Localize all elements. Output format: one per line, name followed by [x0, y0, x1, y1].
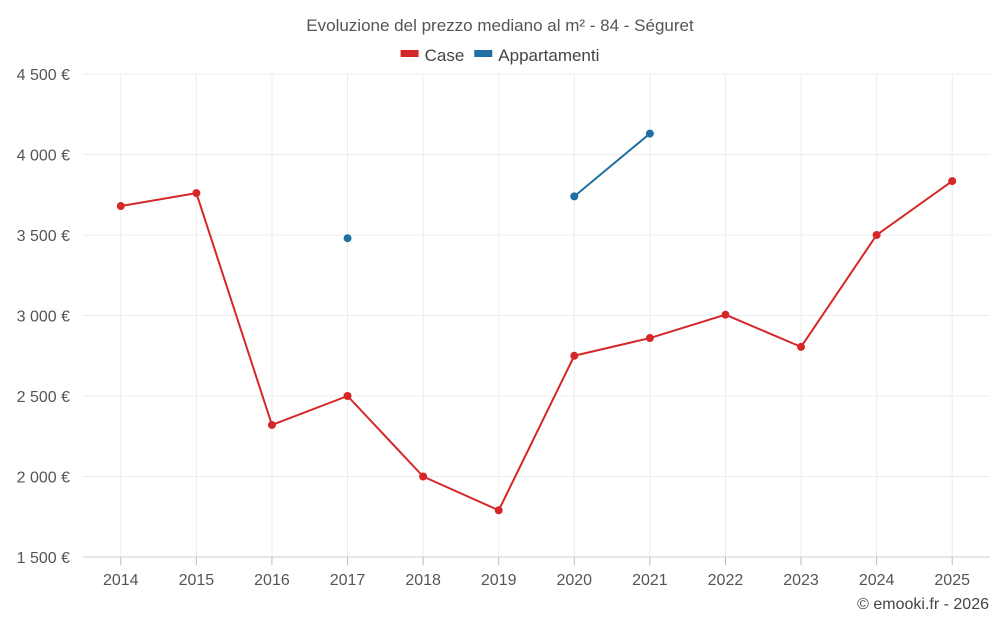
- x-tick-label: 2014: [103, 572, 139, 589]
- data-point-case[interactable]: [948, 177, 957, 186]
- data-point-case[interactable]: [116, 202, 125, 211]
- legend-swatch: [474, 50, 493, 57]
- legend-label: Case: [425, 46, 465, 65]
- data-point-case[interactable]: [872, 231, 881, 239]
- credit-text: © emooki.fr - 2026: [857, 596, 989, 613]
- x-tick-label: 2019: [481, 572, 517, 589]
- series-line-case: [120, 180, 953, 512]
- x-tick-label: 2023: [783, 572, 819, 589]
- x-tick-label: 2018: [405, 572, 441, 589]
- data-point-case[interactable]: [343, 392, 352, 400]
- data-point-case[interactable]: [192, 189, 201, 198]
- chart-title: Evoluzione del prezzo mediano al m² - 84…: [306, 16, 694, 35]
- y-tick-label: 4 000 €: [17, 148, 70, 165]
- x-tick-label: 2021: [632, 572, 668, 589]
- data-point-case[interactable]: [570, 351, 579, 360]
- y-tick-label: 3 000 €: [17, 309, 70, 326]
- y-tick-label: 4 500 €: [17, 67, 70, 84]
- grid: [83, 73, 990, 557]
- data-point-case[interactable]: [721, 310, 730, 319]
- data-point-case[interactable]: [419, 472, 428, 481]
- data-point-appartamenti[interactable]: [570, 192, 579, 201]
- series-case: [116, 177, 957, 515]
- x-tick-label: 2017: [330, 572, 366, 589]
- y-tick-label: 2 000 €: [17, 470, 70, 487]
- legend: Case Appartamenti: [400, 46, 599, 65]
- data-point-appartamenti[interactable]: [343, 234, 352, 243]
- series-line-appartamenti: [573, 132, 651, 198]
- y-tick-label: 3 500 €: [17, 228, 70, 245]
- data-point-case[interactable]: [494, 506, 503, 515]
- series-appartamenti: [343, 129, 654, 243]
- legend-item-case[interactable]: Case: [400, 46, 465, 65]
- data-point-case[interactable]: [267, 420, 276, 429]
- legend-swatch: [400, 50, 419, 57]
- legend-label: Appartamenti: [498, 46, 599, 65]
- y-tick-label: 1 500 €: [17, 550, 70, 567]
- x-tick-label: 2016: [254, 572, 290, 589]
- x-tick-label: 2022: [708, 572, 744, 589]
- data-point-case[interactable]: [797, 342, 806, 351]
- series-layer: [116, 129, 957, 515]
- axes: 1 500 € 2 000 € 2 500 € 3 000 € 3 500 € 4 000…: [17, 67, 990, 589]
- legend-item-appartamenti[interactable]: Appartamenti: [474, 46, 599, 65]
- y-tick-label: 2 500 €: [17, 389, 70, 406]
- x-tick-label: 2024: [859, 572, 895, 589]
- x-tick-label: 2020: [556, 572, 592, 589]
- data-point-appartamenti[interactable]: [645, 129, 654, 138]
- x-tick-label: 2015: [179, 572, 215, 589]
- data-point-case[interactable]: [645, 334, 654, 343]
- x-tick-label: 2025: [934, 572, 970, 589]
